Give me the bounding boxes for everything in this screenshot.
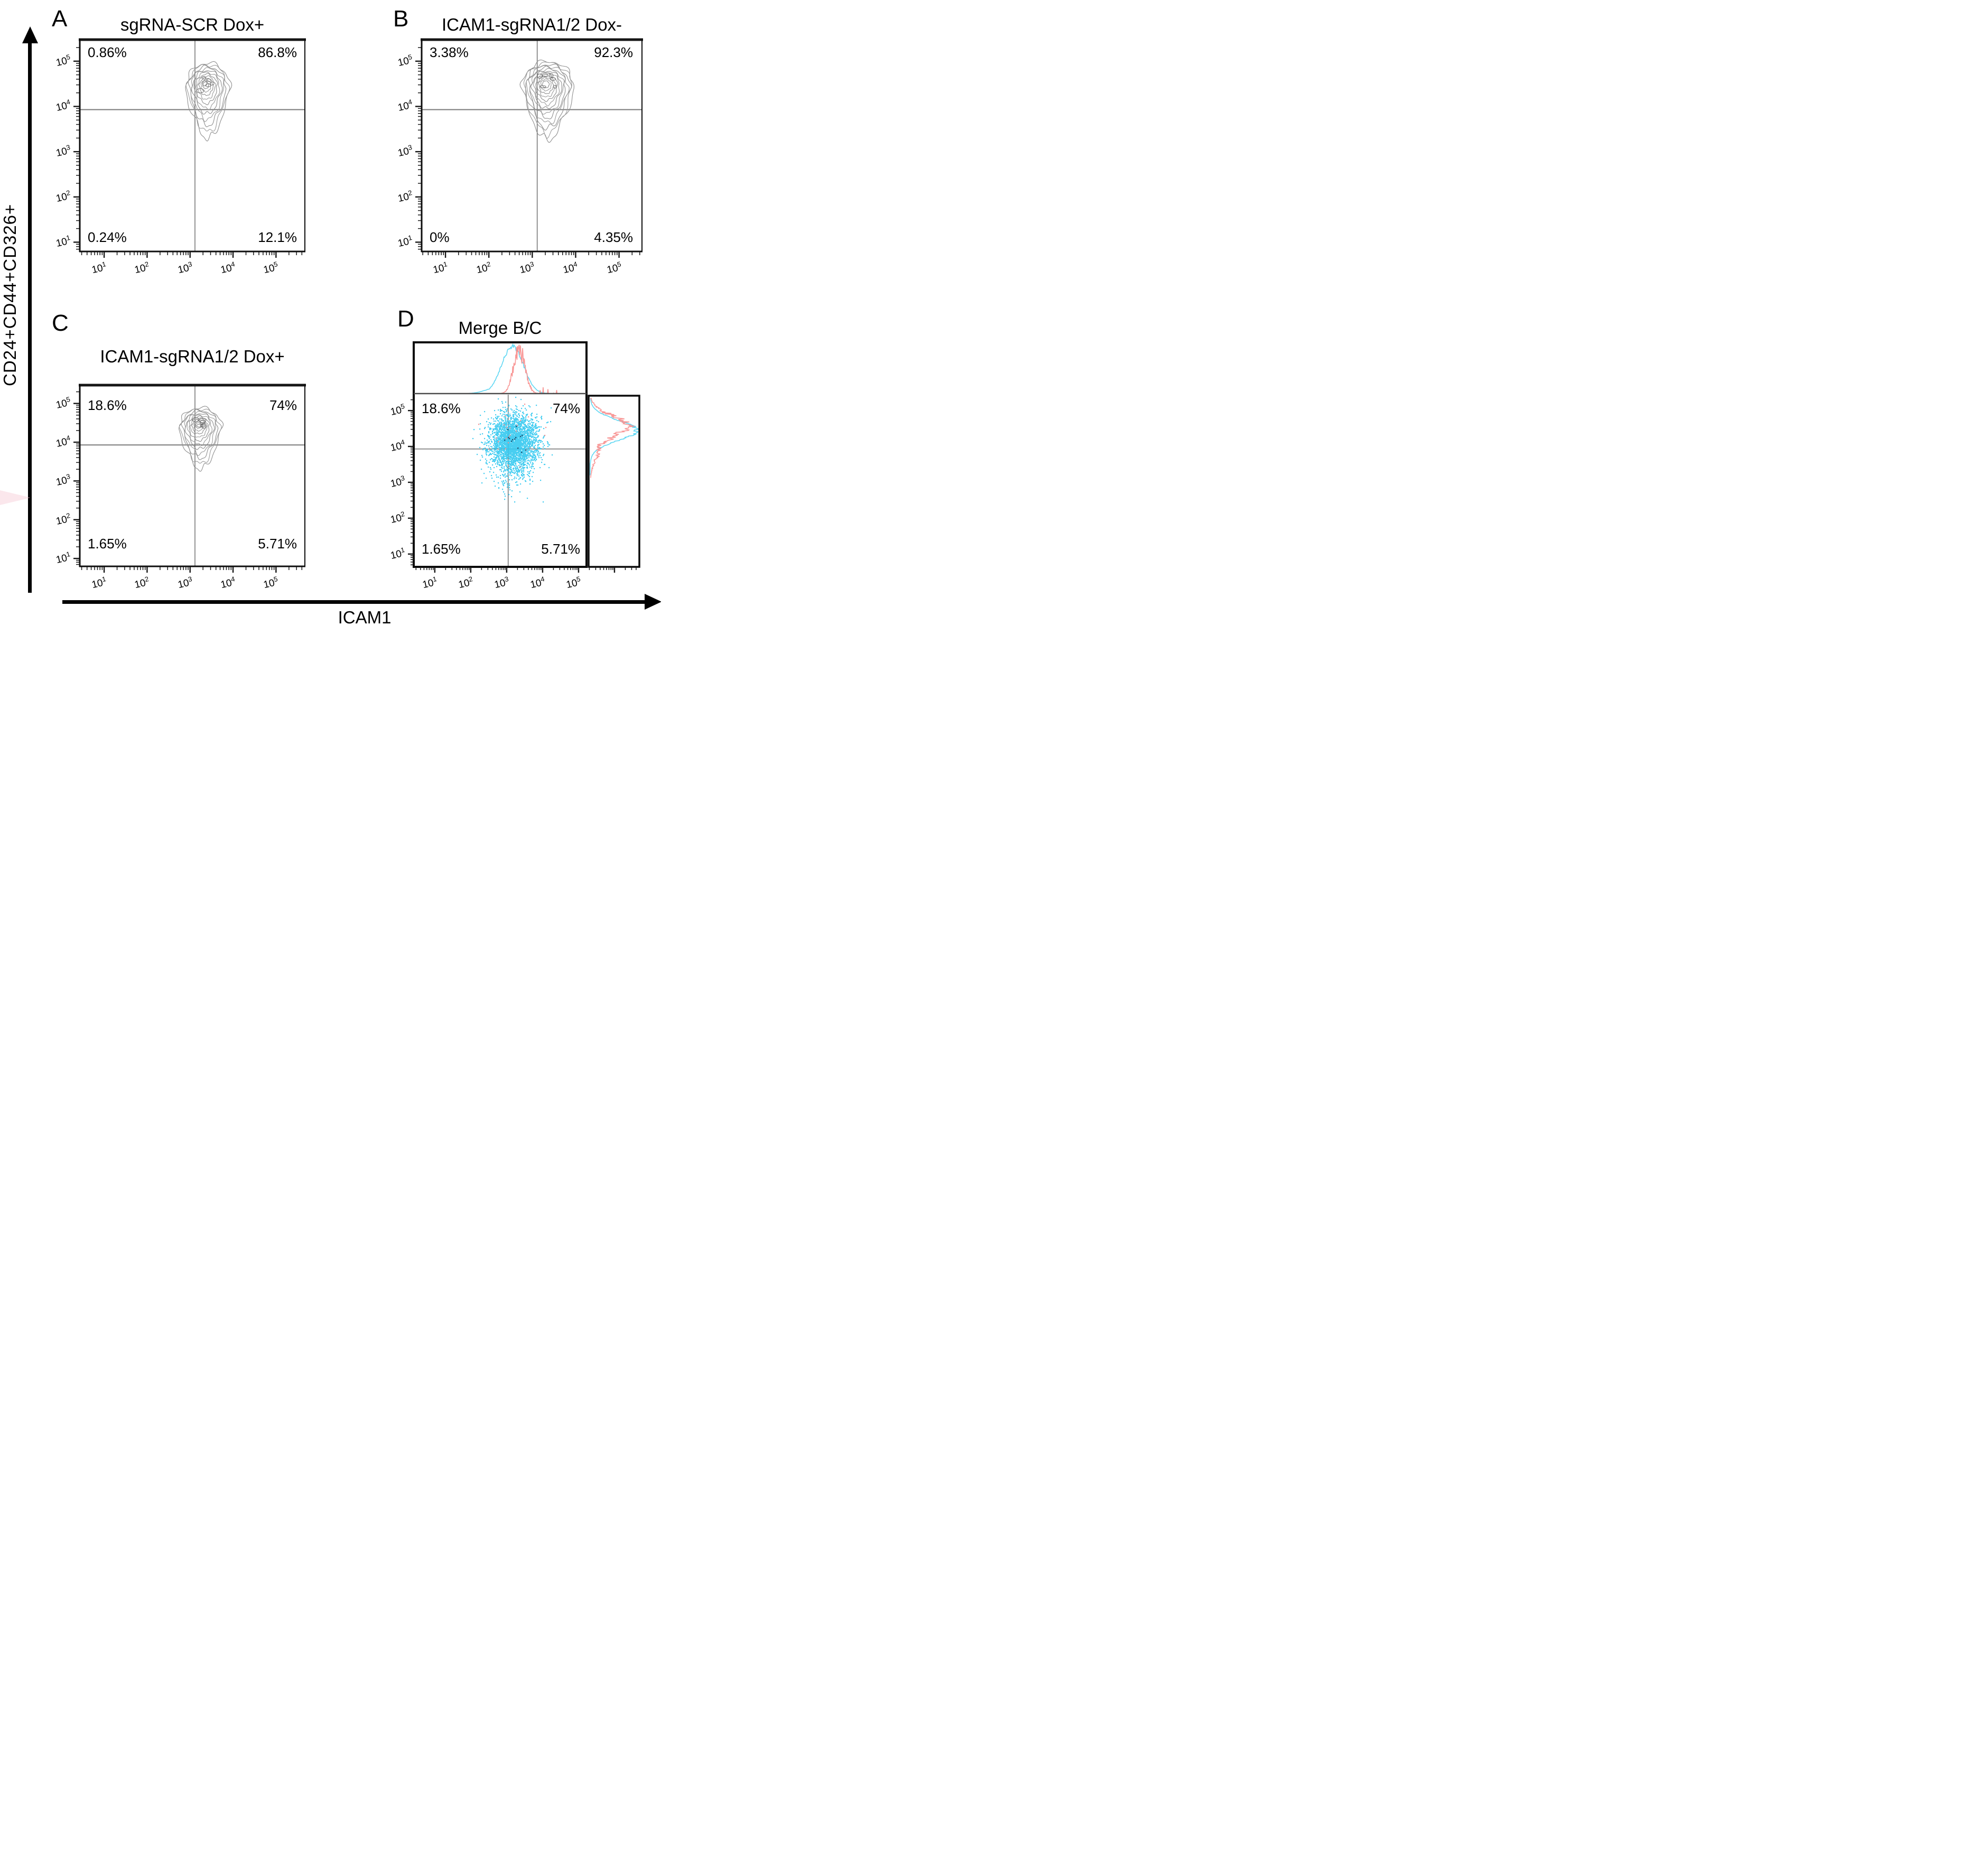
contour-ring [533,72,560,107]
y-axis-arrowhead-icon [22,26,38,43]
contour-density-speck [192,417,199,423]
y-axis-label: CD24+CD44+CD326+ [0,203,20,386]
panel-d-title: Merge B/C [458,318,542,338]
pink-artifact [0,490,31,505]
panel-b-letter: B [393,6,409,32]
panel-d-quadrant-upper-left: 18.6% [422,400,461,416]
contour-density-speck [539,85,546,88]
contour-ring [197,75,216,100]
panel-a-letter: A [52,6,68,32]
contour-ring [190,417,209,437]
contour-density-speck [205,83,211,87]
contour-density-speck [209,81,215,86]
panel-c-title: ICAM1-sgRNA1/2 Dox+ [100,347,285,366]
top-marginal-histogram [501,344,558,394]
panel-c-quadrant-lower-left: 1.65% [88,536,127,552]
right-marginal-histogram [590,398,640,475]
contour-ring [184,413,215,450]
contour-ring [185,64,230,132]
contour-ring [529,68,565,115]
contour-ring [535,73,558,102]
contour-density-speck [202,80,208,87]
panel-b-title: ICAM1-sgRNA1/2 Dox- [441,15,622,34]
contour-density-speck [200,424,206,427]
contour-density-speck [548,73,554,78]
contour-density-speck [541,73,548,77]
panel-d-quadrant-upper-right: 74% [552,400,580,416]
y-axis-arrow [28,42,32,593]
panel-b-quadrant-upper-left: 3.38% [430,44,469,60]
contour-ring [181,409,219,460]
x-axis-arrow [62,600,646,604]
panel-a-quadrant-upper-right: 86.8% [258,44,297,60]
panel-b-quadrant-lower-right: 4.35% [594,229,633,245]
panel-b-quadrant-lower-left: 0% [430,229,450,245]
panel-a-quadrant-upper-left: 0.86% [88,44,127,60]
contour-ring [188,64,227,127]
contour-ring [536,75,557,97]
panel-d-quadrant-lower-right: 5.71% [541,541,580,557]
panel-d-letter: D [397,306,414,332]
right-marginal-histogram [590,398,635,478]
contour-density-speck [553,85,557,89]
contour-density-speck [200,419,206,424]
contour-ring [187,414,212,446]
panel-a-title: sgRNA-SCR Dox+ [120,15,265,34]
top-marginal-histogram [467,343,554,394]
contour-ring [195,422,202,429]
contour-ring [530,70,562,109]
contour-density-speck [550,77,556,81]
panel-c-letter: C [52,310,69,336]
panel-d-right-histogram-box [588,395,640,568]
contour-ring [525,63,572,130]
panel-c-quadrant-upper-right: 74% [269,397,297,413]
contour-density-speck [198,418,207,423]
contour-ring [540,78,552,91]
panel-b-quadrant-upper-right: 92.3% [594,44,633,60]
contour-density-speck [196,424,203,427]
contour-ring [519,59,574,143]
panel-c-quadrant-upper-left: 18.6% [88,397,127,413]
dot-plot-cyan-series [472,397,553,503]
contour-ring [538,77,554,94]
contour-ring [193,71,220,111]
contour-density-speck [206,78,211,82]
flow-cytometry-figure: CD24+CD44+CD326+ ICAM1 A sgRNA-SCR Dox+ … [0,0,661,626]
contour-ring [200,79,211,93]
contour-density-speck [201,76,207,80]
panel-c-quadrant-lower-right: 5.71% [258,536,297,552]
panel-a-quadrant-lower-right: 12.1% [258,229,297,245]
contour-ring [526,65,570,125]
x-axis-label: ICAM1 [338,608,392,626]
dot-plot-dark-specks [504,426,527,453]
x-axis-arrowhead-icon [645,594,661,610]
contour-ring [195,73,218,105]
panel-a-quadrant-lower-left: 0.24% [88,229,127,245]
contour-density-speck [196,88,204,94]
panel-d-quadrant-lower-left: 1.65% [422,541,461,557]
contour-density-speck [201,423,207,429]
plot-canvas [73,38,643,573]
contour-ring [191,419,206,434]
contour-ring [542,80,550,89]
contour-ring [179,408,222,464]
contour-ring [191,70,223,115]
